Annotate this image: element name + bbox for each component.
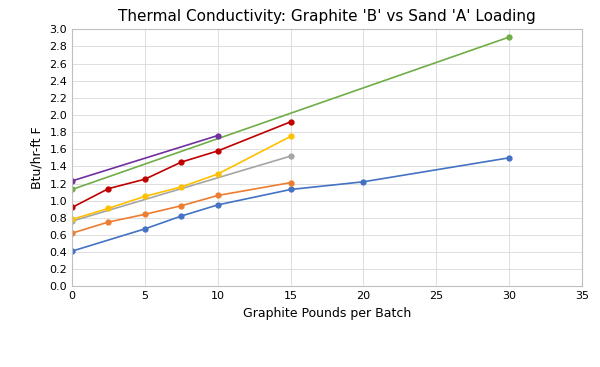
0 lb sand <box>68 249 76 253</box>
100 lb sand <box>214 172 221 176</box>
Line: 75 lb sand: 75 lb sand <box>70 154 293 224</box>
100 lb sand <box>178 185 185 189</box>
0 lb sand <box>506 156 513 160</box>
100 lb sand <box>68 217 76 222</box>
Y-axis label: Btu/hr-ft F: Btu/hr-ft F <box>31 127 44 189</box>
50 lb sand <box>141 212 148 217</box>
Line: 400 lb sand: 400 lb sand <box>70 133 220 184</box>
50 lb sand <box>178 204 185 208</box>
200 lb sand <box>214 149 221 153</box>
400 lb sand <box>214 133 221 138</box>
200 lb sand <box>178 160 185 164</box>
0 lb sand <box>360 179 367 184</box>
200 lb sand <box>141 177 148 181</box>
0 lb sand <box>287 187 294 192</box>
Title: Thermal Conductivity: Graphite 'B' vs Sand 'A' Loading: Thermal Conductivity: Graphite 'B' vs Sa… <box>118 9 536 24</box>
100 lb sand <box>141 194 148 199</box>
100 lb sand <box>105 206 112 211</box>
200 lb sand <box>68 205 76 210</box>
100 lb sand <box>287 134 294 139</box>
0 lb sand <box>214 203 221 207</box>
Line: 0 lb sand: 0 lb sand <box>70 155 512 254</box>
50 lb sand <box>287 181 294 185</box>
400 lb sand <box>68 179 76 183</box>
0 lb sand <box>178 214 185 218</box>
Line: 200 lb sand: 200 lb sand <box>70 119 293 210</box>
0 lb sand <box>141 227 148 231</box>
75 lb sand <box>68 219 76 224</box>
X-axis label: Graphite Pounds per Batch: Graphite Pounds per Batch <box>243 307 411 320</box>
50 lb sand <box>105 220 112 224</box>
Line: 50 lb sand: 50 lb sand <box>70 180 293 236</box>
50 lb sand <box>68 231 76 235</box>
50 lb sand <box>214 193 221 198</box>
200 lb sand <box>287 120 294 124</box>
75 lb sand <box>287 154 294 158</box>
200 lb sand <box>105 186 112 191</box>
Line: 100 lb sand: 100 lb sand <box>70 134 293 222</box>
